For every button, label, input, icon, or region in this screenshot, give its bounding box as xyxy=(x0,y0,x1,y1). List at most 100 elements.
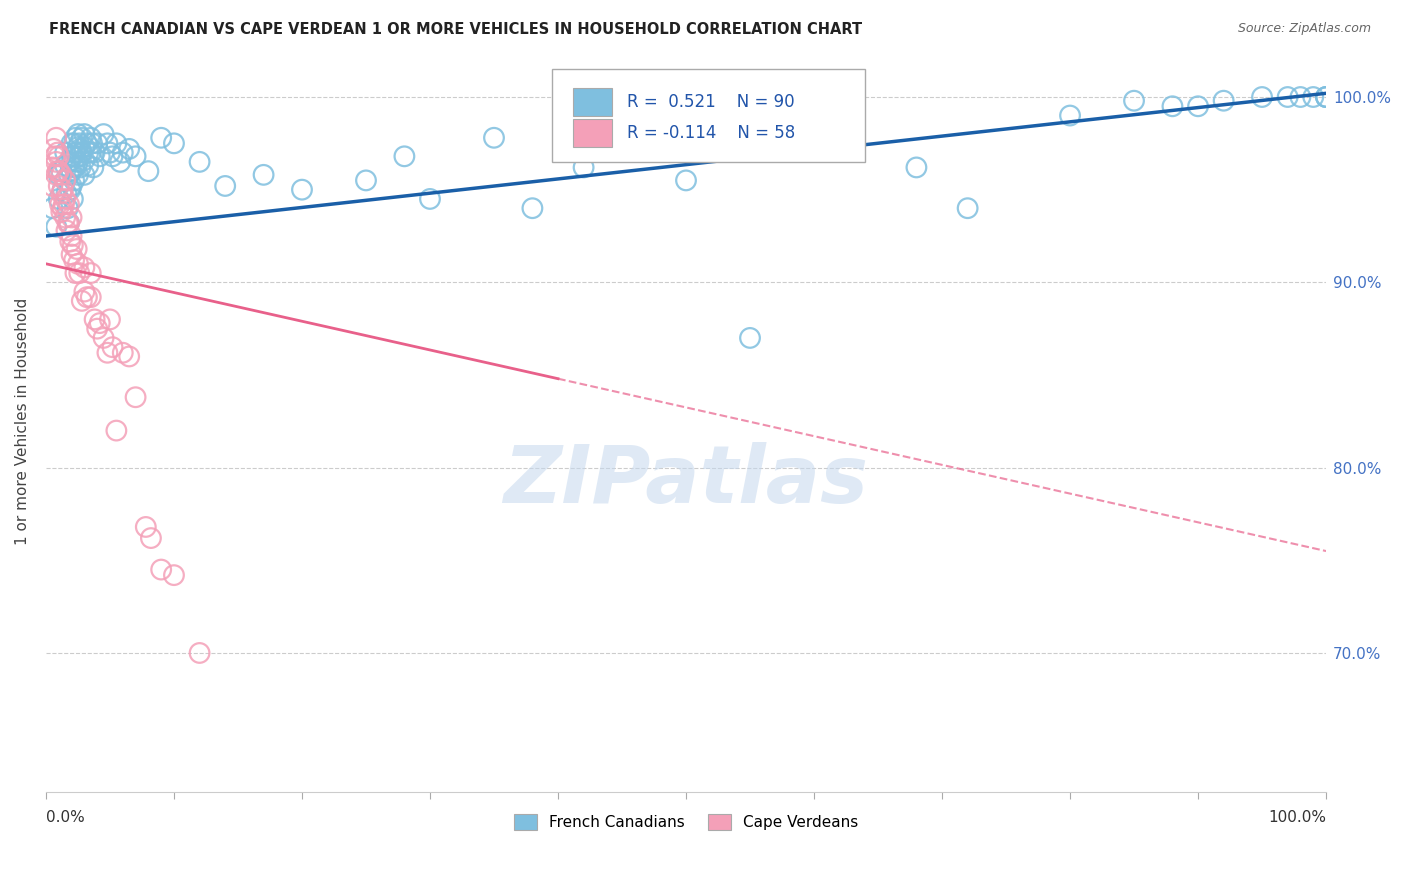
Point xyxy=(66,242,89,256)
Point xyxy=(86,321,108,335)
Point xyxy=(98,312,121,326)
Point xyxy=(98,145,121,160)
Point xyxy=(51,205,73,219)
Bar xyxy=(574,119,612,147)
Point xyxy=(66,154,89,169)
Point xyxy=(105,424,128,438)
Point xyxy=(65,266,87,280)
Point xyxy=(956,201,979,215)
Point xyxy=(1289,90,1312,104)
Point xyxy=(52,201,75,215)
Point xyxy=(70,130,93,145)
Legend: French Canadians, Cape Verdeans: French Canadians, Cape Verdeans xyxy=(508,808,865,836)
Point xyxy=(73,153,96,167)
Point xyxy=(118,142,141,156)
Point xyxy=(48,164,70,178)
Point xyxy=(53,145,76,160)
Point xyxy=(1187,99,1209,113)
Point xyxy=(1123,94,1146,108)
Bar xyxy=(574,87,612,116)
Point xyxy=(51,186,73,201)
Point xyxy=(83,145,105,160)
Point xyxy=(394,149,416,163)
Point xyxy=(67,266,90,280)
Point xyxy=(62,149,84,163)
Point xyxy=(41,201,63,215)
Point xyxy=(89,149,111,163)
Point xyxy=(56,201,79,215)
Point xyxy=(96,345,118,359)
Point xyxy=(291,183,314,197)
Point xyxy=(45,168,67,182)
Point xyxy=(188,646,211,660)
Point xyxy=(77,159,100,173)
Point xyxy=(124,149,146,163)
Point xyxy=(354,173,377,187)
Point xyxy=(111,145,134,160)
Point xyxy=(49,197,72,211)
Point xyxy=(63,173,86,187)
Point xyxy=(46,145,69,160)
Point xyxy=(93,127,115,141)
Point xyxy=(65,130,87,145)
Point xyxy=(80,130,103,145)
Point xyxy=(66,140,89,154)
Point xyxy=(60,149,83,163)
Point xyxy=(1251,90,1274,104)
Point xyxy=(45,154,67,169)
Point xyxy=(86,136,108,151)
Text: R =  0.521    N = 90: R = 0.521 N = 90 xyxy=(627,93,794,111)
Point xyxy=(150,130,173,145)
Point xyxy=(76,136,98,151)
Point xyxy=(905,161,928,175)
Point xyxy=(63,136,86,151)
Point xyxy=(48,168,70,182)
Point xyxy=(163,136,186,151)
Point xyxy=(93,331,115,345)
Point xyxy=(58,154,80,169)
Point xyxy=(1315,90,1337,104)
Point xyxy=(52,197,75,211)
Point xyxy=(738,331,761,345)
Point xyxy=(42,142,65,156)
Text: 100.0%: 100.0% xyxy=(1268,811,1326,825)
Point xyxy=(63,253,86,268)
Point xyxy=(41,161,63,175)
Point xyxy=(56,216,79,230)
Point xyxy=(53,173,76,187)
Point xyxy=(60,164,83,178)
Point xyxy=(70,293,93,308)
Point xyxy=(60,136,83,151)
Point xyxy=(83,312,105,326)
Point xyxy=(51,164,73,178)
Point xyxy=(48,178,70,193)
Point xyxy=(60,178,83,193)
Point xyxy=(89,316,111,330)
Point xyxy=(59,235,82,249)
Point xyxy=(70,145,93,160)
Point xyxy=(53,211,76,225)
Point xyxy=(1059,109,1081,123)
Point xyxy=(66,159,89,173)
Point xyxy=(48,149,70,163)
Point xyxy=(80,136,103,151)
Point xyxy=(45,219,67,234)
Point xyxy=(105,136,128,151)
Point xyxy=(73,168,96,182)
Point xyxy=(58,197,80,211)
Text: R = -0.114    N = 58: R = -0.114 N = 58 xyxy=(627,124,796,142)
Point xyxy=(1315,90,1337,104)
Point xyxy=(80,290,103,304)
Point xyxy=(150,563,173,577)
Point xyxy=(82,161,104,175)
Point xyxy=(52,183,75,197)
Point xyxy=(62,192,84,206)
Point xyxy=(66,127,89,141)
Point xyxy=(76,290,98,304)
Point xyxy=(73,260,96,275)
Point xyxy=(96,136,118,151)
Point xyxy=(51,168,73,182)
Point xyxy=(55,223,77,237)
Point xyxy=(111,345,134,359)
Y-axis label: 1 or more Vehicles in Household: 1 or more Vehicles in Household xyxy=(15,298,30,545)
